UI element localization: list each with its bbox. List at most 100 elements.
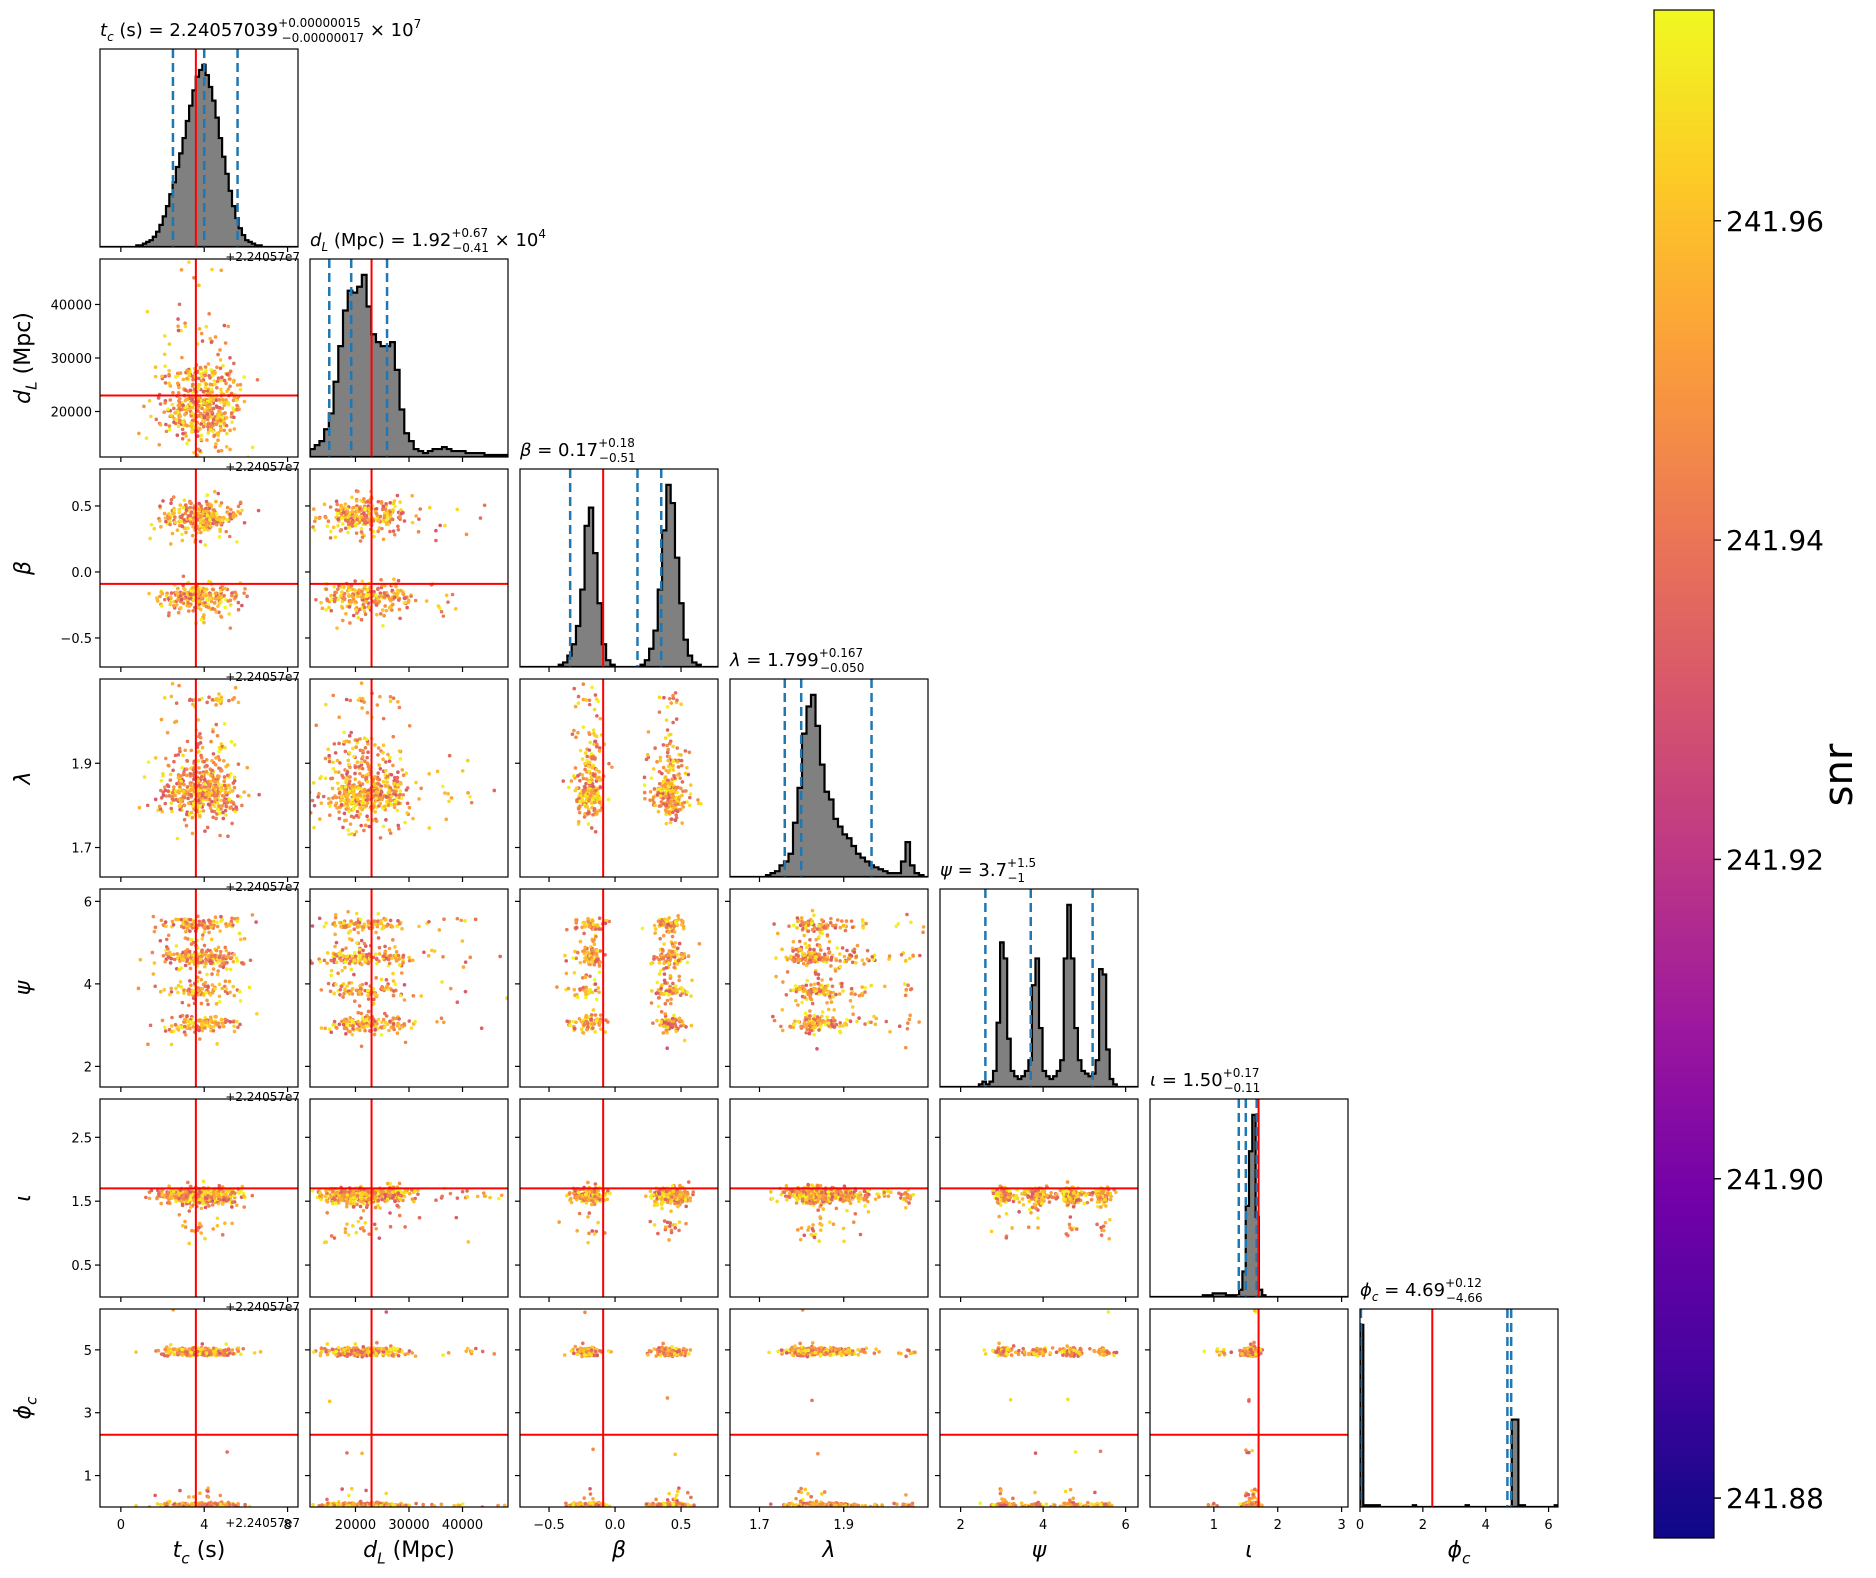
scatter-point (342, 1018, 347, 1022)
scatter-point (381, 779, 386, 784)
scatter-point (176, 381, 180, 386)
scatter-point (376, 753, 380, 757)
scatter-point (197, 527, 202, 532)
scatter-point (678, 807, 682, 812)
scatter-point (677, 978, 681, 983)
scatter-point (376, 1017, 381, 1022)
scatter-point (220, 587, 225, 592)
scatter-point (339, 787, 343, 791)
scatter-point (191, 1025, 196, 1029)
scatter-point (671, 810, 675, 815)
scatter-point (680, 793, 684, 798)
scatter-point (157, 519, 162, 523)
scatter-point (441, 955, 445, 959)
scatter-point (215, 920, 219, 925)
scatter-point (138, 957, 143, 962)
scatter-point (410, 520, 415, 525)
scatter-point (576, 950, 580, 955)
scatter-point (225, 1018, 230, 1023)
scatter-point (352, 815, 356, 820)
scatter-point (181, 505, 186, 510)
scatter-point (668, 973, 673, 978)
scatter-point (232, 993, 237, 998)
scatter-point (167, 381, 171, 386)
scatter-point (666, 770, 671, 775)
scatter-point (349, 599, 354, 603)
scatter-point (236, 1025, 240, 1029)
scatter-point (213, 445, 218, 449)
scatter-point (387, 946, 392, 951)
scatter-point (661, 933, 666, 938)
scatter-point (327, 759, 332, 764)
scatter-point (236, 509, 240, 514)
scatter-point (589, 1017, 593, 1022)
scatter-point (671, 981, 675, 986)
scatter-point (688, 795, 692, 800)
scatter-point (247, 793, 251, 798)
scatter-point (603, 921, 608, 926)
scatter-point (449, 796, 454, 800)
scatter-point (579, 793, 583, 798)
scatter-point (360, 928, 365, 932)
scatter-point (228, 786, 232, 791)
scatter-point (572, 728, 576, 733)
scatter-point (325, 597, 329, 601)
axes-frame (309, 468, 509, 668)
scatter-point (348, 1016, 352, 1020)
scatter-point (400, 768, 405, 772)
scatter-point (197, 734, 201, 739)
scatter-point (202, 620, 206, 625)
scatter-point (384, 794, 389, 799)
scatter-point (583, 924, 587, 929)
scatter-point (208, 596, 213, 601)
x-offset-text: +2.24057e7 (225, 670, 300, 684)
scatter-point (384, 502, 388, 506)
scatter-point (591, 1008, 596, 1012)
scatter-point (657, 972, 662, 976)
scatter-point (343, 987, 347, 991)
scatter-point (215, 924, 220, 929)
scatter-point (182, 770, 186, 774)
scatter-point (406, 600, 411, 605)
scatter-point (198, 788, 202, 793)
scatter-point (359, 786, 364, 791)
scatter-point (436, 604, 441, 608)
scatter-point (180, 513, 185, 517)
scatter-point (338, 987, 343, 992)
scatter-point (463, 919, 467, 923)
scatter-point (361, 749, 365, 753)
scatter-point (189, 589, 194, 593)
scatter-point (202, 943, 207, 948)
scatter-point (380, 986, 384, 991)
scatter-point (182, 817, 187, 822)
scatter-point (180, 355, 184, 360)
scatter-point (148, 536, 152, 541)
scatter-point (203, 600, 207, 605)
scatter-point (230, 821, 234, 826)
scatter-point (222, 401, 227, 405)
scatter-point (254, 920, 258, 924)
scatter-point (337, 715, 341, 720)
scatter-point (444, 817, 449, 822)
scatter-point (232, 361, 236, 366)
scatter-point (310, 961, 314, 965)
scatter-point (311, 781, 316, 785)
scatter-point (208, 376, 212, 380)
scatter-point (234, 805, 238, 809)
scatter-point (206, 802, 211, 807)
scatter-point (238, 1022, 242, 1027)
scatter-point (177, 797, 182, 802)
scatter-point (587, 702, 592, 707)
scatter-point (147, 398, 152, 403)
axes-frame (99, 48, 299, 248)
scatter-point (336, 523, 340, 528)
scatter-point (215, 733, 220, 738)
scatter-point (831, 1016, 835, 1020)
scatter-point (200, 406, 204, 411)
scatter-point (217, 999, 222, 1004)
scatter-point (397, 749, 402, 753)
scatter-point (404, 771, 409, 776)
scatter-point (228, 355, 232, 360)
scatter-point (351, 807, 356, 811)
scatter-point (664, 809, 669, 814)
